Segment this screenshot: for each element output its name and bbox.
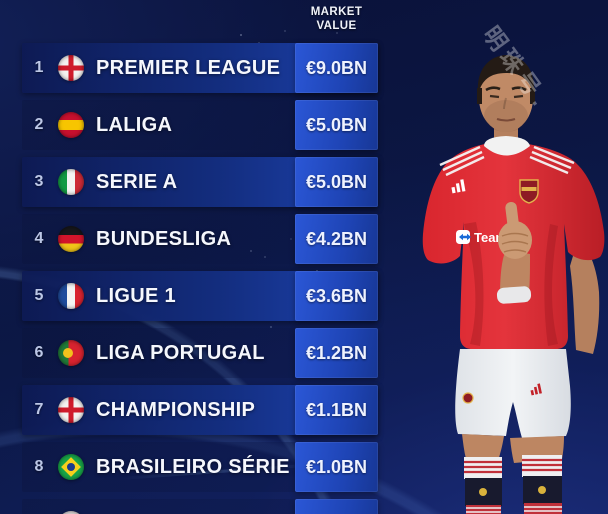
wrist-tape <box>496 286 532 304</box>
jersey-shading <box>464 222 484 346</box>
player-socks <box>464 455 562 514</box>
league-row-9-partial <box>22 499 378 514</box>
shoulder-stripes <box>439 145 575 177</box>
league-row-5: 5 LIGUE 1 €3.6BN <box>22 271 378 321</box>
star-speckles <box>250 250 252 252</box>
market-value-text: €5.0BN <box>305 114 368 135</box>
player-head <box>477 55 535 132</box>
league-name: BUNDESLIGA <box>96 227 232 250</box>
market-value-text: €1.2BN <box>305 342 368 363</box>
rank-number: 2 <box>34 116 44 133</box>
league-name: CHAMPIONSHIP <box>96 398 256 421</box>
market-value-header-line2: VALUE <box>316 19 357 32</box>
italy-flag-icon <box>58 169 84 195</box>
shorts-crest <box>462 392 474 404</box>
teamviewer-logo-icon <box>459 233 471 241</box>
portugal-flag-icon <box>58 340 84 366</box>
player-right-arm <box>570 239 600 354</box>
league-row-2: 2 LALIGA €5.0BN <box>22 100 378 150</box>
rank-number: 4 <box>34 230 44 247</box>
england-flag-icon <box>58 397 84 423</box>
market-value-box <box>295 499 378 514</box>
football-player-photo: TeamVi <box>422 55 605 514</box>
market-value-text: €5.0BN <box>305 171 368 192</box>
thumbs-up-hand <box>496 202 532 304</box>
market-value-header-line1: MARKET <box>310 6 363 18</box>
league-row-8: 8 BRASILEIRO SÉRIE A €1.0BN <box>22 442 378 492</box>
market-value-text: €4.2BN <box>305 228 368 249</box>
league-row-6: 6 LIGA PORTUGAL €1.2BN <box>22 328 378 378</box>
club-crest-icon <box>519 179 539 204</box>
market-value-text: €1.1BN <box>305 399 368 420</box>
league-name: LALIGA <box>96 113 173 136</box>
market-value-box: €3.6BN <box>295 271 378 321</box>
league-name: SERIE A <box>96 170 178 193</box>
league-name: LIGA PORTUGAL <box>96 341 265 364</box>
market-value-box: €1.2BN <box>295 328 378 378</box>
rank-number: 5 <box>34 287 44 304</box>
jersey-collar <box>484 136 530 156</box>
germany-flag-icon <box>58 226 84 252</box>
market-value-text: €3.6BN <box>305 285 368 306</box>
league-row-1: 1 PREMIER LEAGUE €9.0BN <box>22 43 378 93</box>
rank-number: 7 <box>34 401 44 418</box>
market-value-column-header: MARKET VALUE <box>295 6 378 33</box>
market-value-box: €4.2BN <box>295 214 378 264</box>
jersey-shading <box>544 224 558 346</box>
market-value-box: €1.1BN <box>295 385 378 435</box>
market-value-box: €5.0BN <box>295 157 378 207</box>
market-value-box: €1.0BN <box>295 442 378 492</box>
nose <box>503 97 507 110</box>
market-value-text: €9.0BN <box>305 57 368 78</box>
market-value-box: €9.0BN <box>295 43 378 93</box>
league-name: PREMIER LEAGUE <box>96 56 281 79</box>
france-flag-icon <box>58 283 84 309</box>
league-name: LIGUE 1 <box>96 284 176 307</box>
eyebrows <box>485 86 527 92</box>
rank-number: 8 <box>34 458 44 475</box>
league-row-4: 4 BUNDESLIGA €4.2BN <box>22 214 378 264</box>
england-flag-icon <box>58 55 84 81</box>
rank-number: 3 <box>34 173 44 190</box>
partial-flag-icon <box>58 511 84 514</box>
league-ranking-list: 1 PREMIER LEAGUE €9.0BN 2 LALIGA €5.0BN … <box>22 43 378 514</box>
rank-number: 6 <box>34 344 44 361</box>
market-value-box: €5.0BN <box>295 100 378 150</box>
brazil-flag-icon <box>58 454 84 480</box>
star-speckles <box>240 34 242 36</box>
spain-flag-icon <box>58 112 84 138</box>
player-hair <box>477 55 535 96</box>
shorts-adidas-logo <box>530 383 542 396</box>
league-row-7: 7 CHAMPIONSHIP €1.1BN <box>22 385 378 435</box>
market-value-text: €1.0BN <box>305 456 368 477</box>
league-row-3: 3 SERIE A €5.0BN <box>22 157 378 207</box>
player-shorts <box>455 349 571 438</box>
league-name: BRASILEIRO SÉRIE A <box>96 455 310 478</box>
rank-number: 1 <box>34 59 44 76</box>
eyes <box>489 94 524 99</box>
mouth <box>496 118 516 122</box>
adidas-logo-icon <box>451 179 466 194</box>
